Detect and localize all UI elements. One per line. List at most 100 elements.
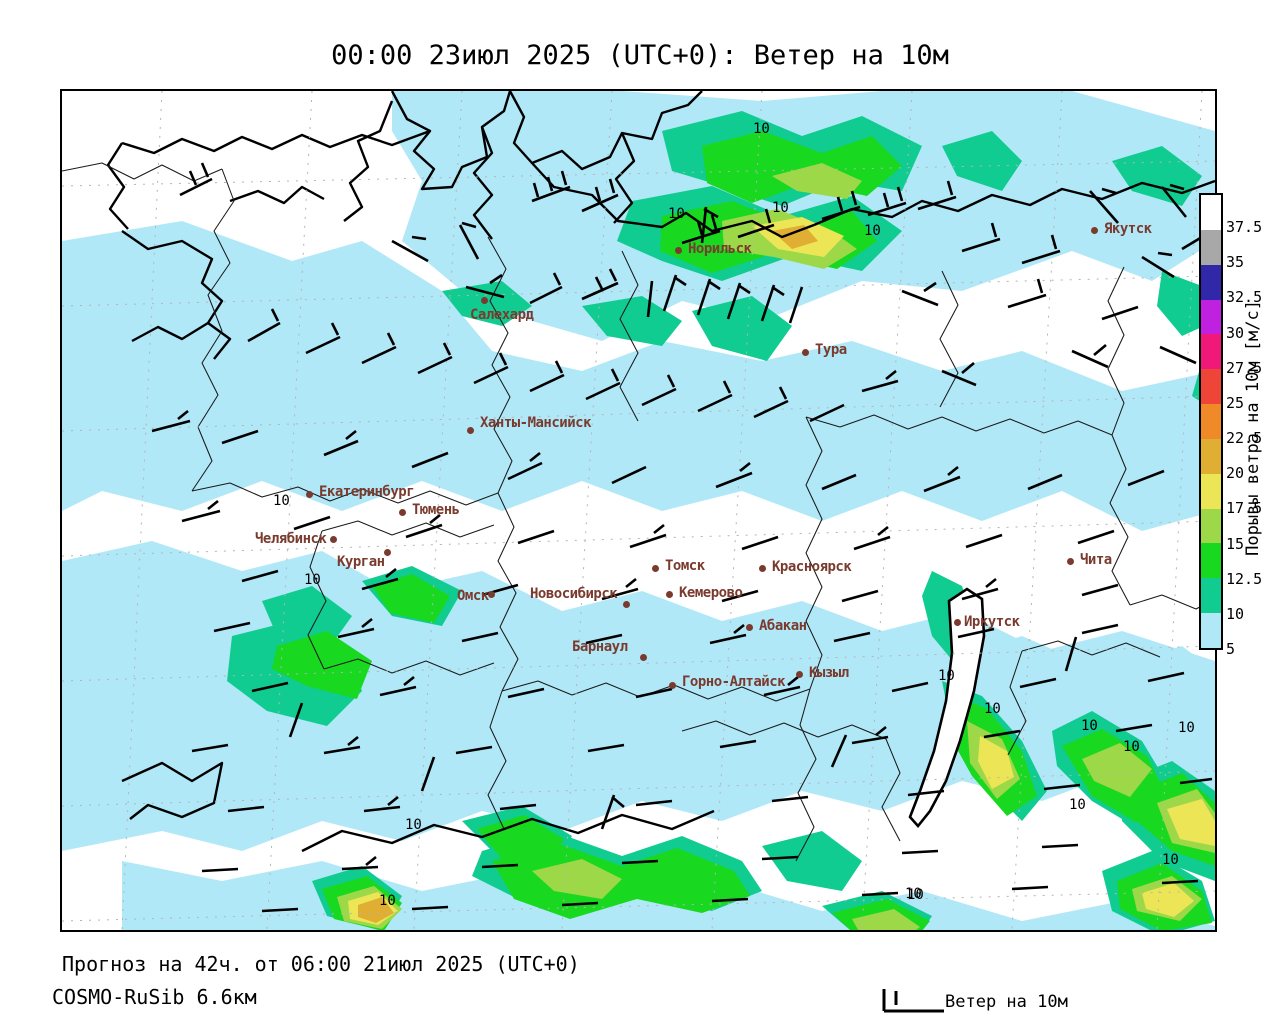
colorbar-band-5 (1201, 613, 1221, 648)
contour-label: 10 (907, 887, 924, 903)
page-title: 00:00 23июл 2025 (UTC+0): Ветер на 10м (331, 40, 949, 71)
gust-band-17_5 (348, 217, 1215, 925)
colorbar-tick-22.5: 22.5 (1226, 429, 1263, 448)
contour-label: 10 (379, 893, 396, 909)
contour-label: 10 (405, 817, 422, 833)
city-marker-Иркутск (954, 619, 961, 626)
city-marker-Курган (384, 549, 391, 556)
city-label-Горно-Алтайск: Горно-Алтайск (682, 674, 786, 690)
city-marker-Чита (1067, 558, 1074, 565)
city-marker-Салехард (481, 297, 488, 304)
contour-label: 10 (938, 668, 955, 684)
contour-label: 10 (864, 223, 881, 239)
map-canvas[interactable] (62, 91, 1215, 930)
colorbar-tick-37.5: 37.5 (1226, 218, 1263, 237)
city-marker-Ханты-Мансийск (467, 427, 474, 434)
colorbar-band-30 (1201, 299, 1221, 335)
city-marker-Норильск (675, 247, 682, 254)
contour-label: 10 (668, 206, 685, 222)
colorbar-ticks: 37.5 35 32.5 30 27.5 25 22.5 20 17.5 15 12.5 10 5 (1226, 185, 1280, 665)
colorbar-tick-32.5: 32.5 (1226, 288, 1263, 307)
region-borders (62, 162, 1215, 862)
colorbar-tick-15: 15 (1226, 534, 1245, 553)
city-label-Норильск: Норильск (688, 241, 752, 257)
colorbar-tick-30: 30 (1226, 323, 1245, 342)
wind-barb-legend-label: Ветер на 10м (945, 992, 1068, 1012)
city-label-Барнаул: Барнаул (572, 639, 628, 655)
contour-label: 10 (1178, 720, 1195, 736)
city-marker-Барнаул (640, 654, 647, 661)
city-marker-Кызыл (796, 671, 803, 678)
contour-label: 10 (1162, 852, 1179, 868)
colorbar-band-15 (1201, 508, 1221, 544)
colorbar[interactable] (1199, 193, 1223, 650)
city-label-Томск: Томск (665, 558, 705, 574)
city-marker-Екатеринбург (306, 491, 313, 498)
city-label-Якутск: Якутск (1104, 221, 1152, 237)
city-label-Красноярск: Красноярск (772, 559, 852, 575)
colorbar-band-37.5 (1201, 195, 1221, 230)
contour-label: 10 (1123, 739, 1140, 755)
city-marker-Тюмень (399, 509, 406, 516)
graticule (62, 91, 1215, 930)
colorbar-band-35 (1201, 229, 1221, 265)
contour-label: 10 (1069, 797, 1086, 813)
map-panel[interactable]: Якутск Норильск Салехард Тура Ханты-Мансийск… (60, 89, 1217, 932)
colorbar-band-20 (1201, 438, 1221, 474)
colorbar-band-12.5 (1201, 543, 1221, 579)
colorbar-band-10 (1201, 578, 1221, 614)
colorbar-band-27.5 (1201, 334, 1221, 370)
city-marker-Кемерово (666, 591, 673, 598)
colorbar-band-32.5 (1201, 264, 1221, 300)
contour-label: 10 (1081, 718, 1098, 734)
city-label-Омск: Омск (457, 588, 489, 604)
city-marker-Тура (802, 349, 809, 356)
city-label-Екатеринбург: Екатеринбург (319, 484, 415, 500)
colorbar-tick-5: 5 (1226, 640, 1236, 658)
wind-barbs (151, 162, 1215, 913)
city-label-Тюмень: Тюмень (412, 502, 460, 518)
contour-label: 10 (753, 121, 770, 137)
wind-barb-legend-icon (882, 989, 944, 1013)
colorbar-tick-12.5: 12.5 (1226, 569, 1263, 588)
city-marker-Новосибирск (623, 601, 630, 608)
colorbar-tick-10: 10 (1226, 604, 1245, 623)
colorbar-band-22.5 (1201, 404, 1221, 439)
city-marker-Омск (488, 591, 495, 598)
city-marker-Челябинск (330, 536, 337, 543)
city-label-Абакан: Абакан (759, 618, 807, 634)
contour-label: 10 (772, 200, 789, 216)
city-label-Иркутск: Иркутск (964, 614, 1020, 630)
city-label-Тура: Тура (815, 342, 847, 358)
waterbody (908, 587, 986, 829)
lake-baikal (908, 587, 986, 829)
city-label-Ханты-Мансийск: Ханты-Мансийск (480, 415, 592, 431)
coastline (106, 91, 1215, 853)
city-marker-Якутск (1091, 227, 1098, 234)
city-label-Курган: Курган (337, 554, 385, 570)
contour-label: 10 (304, 572, 321, 588)
city-label-Кызыл: Кызыл (809, 665, 849, 681)
colorbar-tick-25: 25 (1226, 393, 1245, 412)
contour-label: 10 (905, 886, 922, 902)
colorbar-tick-27.5: 27.5 (1226, 358, 1263, 377)
city-label-Челябинск: Челябинск (255, 531, 327, 547)
colorbar-axis-label: Порывы ветра на 10м [м/с] (1243, 300, 1263, 556)
gust-band-20 (358, 225, 818, 923)
colorbar-tick-20: 20 (1226, 464, 1245, 483)
city-marker-Абакан (746, 624, 753, 631)
city-label-Салехард: Салехард (470, 307, 534, 323)
contour-label: 10 (984, 701, 1001, 717)
contour-label: 10 (273, 493, 290, 509)
city-label-Новосибирск: Новосибирск (530, 586, 618, 602)
model-name-line: COSMO-RuSib 6.6км (52, 985, 257, 1009)
city-marker-Горно-Алтайск (669, 682, 676, 689)
city-label-Кемерово: Кемерово (679, 585, 743, 601)
colorbar-tick-17.5: 17.5 (1226, 499, 1263, 518)
city-marker-Красноярск (759, 565, 766, 572)
colorbar-tick-35: 35 (1226, 253, 1245, 272)
city-marker-Томск (652, 565, 659, 572)
forecast-info-line: Прогноз на 42ч. от 06:00 21июл 2025 (UTC… (62, 952, 580, 976)
colorbar-band-25 (1201, 369, 1221, 405)
